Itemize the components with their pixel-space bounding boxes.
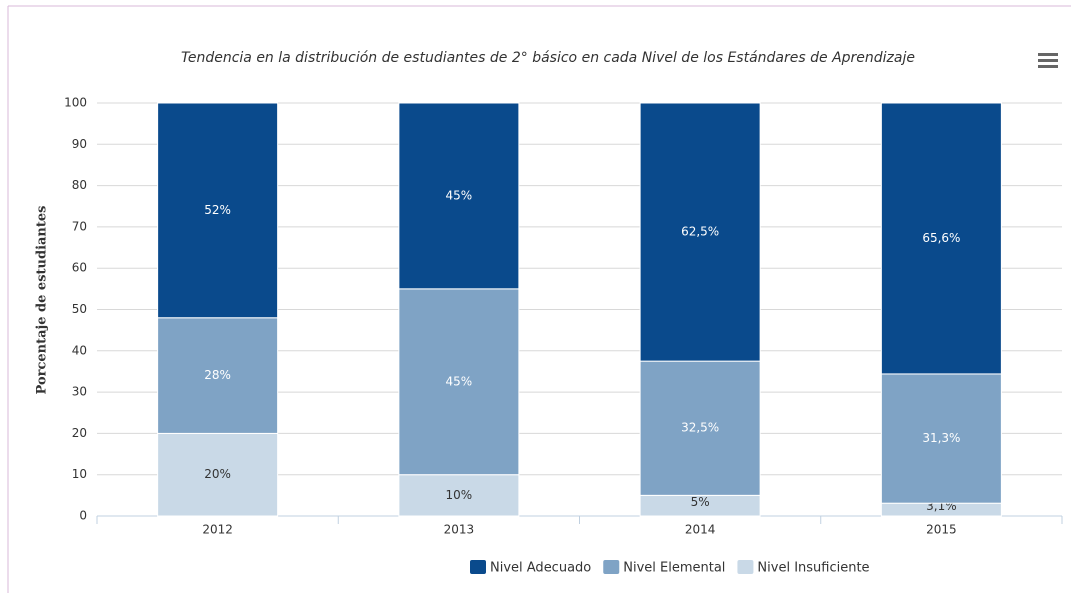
y-tick-label: 30 — [72, 385, 87, 399]
chart-title: Tendencia en la distribución de estudian… — [181, 50, 915, 66]
data-label: 10% — [446, 488, 473, 502]
legend-label: Nivel Insuficiente — [757, 561, 869, 576]
legend-swatch — [737, 560, 754, 574]
bar-segment — [639, 360, 761, 496]
data-label: 20% — [204, 467, 231, 481]
legend-swatch — [470, 560, 486, 574]
y-tick-label: 50 — [72, 302, 87, 316]
y-tick-label: 20 — [72, 426, 87, 440]
y-tick-label: 90 — [72, 137, 87, 151]
y-axis-label: Porcentaje de estudiantes — [35, 206, 50, 395]
bar-segment — [880, 102, 1002, 375]
bar-segment — [398, 102, 520, 290]
bar-segment — [157, 102, 279, 319]
x-tick-label: 2012 — [202, 523, 233, 537]
bar-segment — [157, 317, 279, 434]
y-tick-label: 10 — [72, 467, 87, 481]
menu-bar — [1038, 59, 1058, 62]
data-label: 45% — [446, 188, 473, 202]
data-label: 62,5% — [681, 225, 719, 239]
x-tick-label: 2014 — [685, 523, 716, 537]
y-tick-label: 70 — [72, 219, 87, 233]
x-tick-label: 2013 — [444, 523, 475, 537]
data-label: 5% — [691, 495, 710, 509]
data-label: 32,5% — [681, 421, 719, 435]
y-tick-label: 80 — [72, 178, 87, 192]
data-label: 65,6% — [922, 231, 960, 245]
data-label: 31,3% — [922, 431, 960, 445]
menu-bar — [1038, 65, 1058, 68]
data-label: 45% — [446, 374, 473, 388]
legend-label: Nivel Adecuado — [490, 561, 591, 576]
bar-segment — [157, 432, 279, 517]
data-label: 28% — [204, 368, 231, 382]
y-tick-label: 100 — [64, 96, 87, 110]
legend-label: Nivel Elemental — [623, 561, 725, 576]
y-tick-label: 60 — [72, 261, 87, 275]
bar-segment — [398, 288, 520, 476]
data-label: 52% — [204, 203, 231, 217]
menu-button[interactable] — [1038, 53, 1058, 68]
legend-swatch — [603, 560, 620, 574]
y-tick-label: 0 — [79, 509, 87, 523]
y-tick-label: 40 — [72, 343, 87, 357]
x-tick-label: 2015 — [926, 523, 957, 537]
menu-bar — [1038, 53, 1058, 56]
bar-segment — [639, 102, 761, 362]
